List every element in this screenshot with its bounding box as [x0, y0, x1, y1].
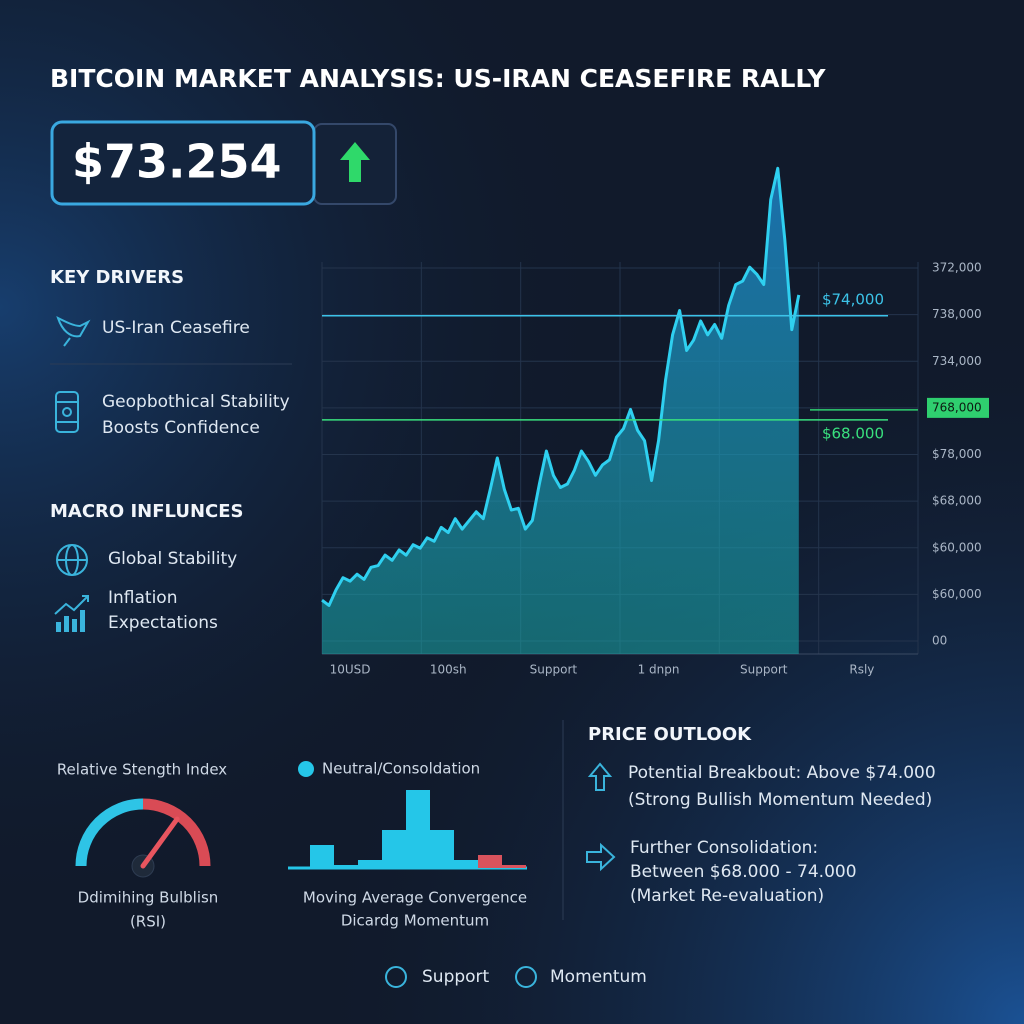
bar [502, 865, 526, 868]
reference-label: $74,000 [822, 290, 884, 308]
x-tick-label: Rsly [849, 663, 874, 677]
x-tick-label: 10USD [330, 663, 371, 677]
outlook: Between $68.000 - 74.000 [630, 862, 857, 882]
influence: Global Stability [108, 549, 237, 569]
reference-label: $68.000 [822, 424, 884, 442]
y-axis-label: 372,000 [932, 261, 982, 275]
line [321, 166, 801, 607]
macd-chart: Neutral/Consoldation Moving Average Conv… [288, 760, 527, 930]
dove-icon [56, 316, 91, 347]
influence: Expectations [108, 613, 218, 633]
legend-dot [298, 761, 314, 777]
right-icon [586, 842, 616, 872]
x-tick-label: Support [740, 663, 788, 677]
y-axis-label: $60,000 [932, 587, 982, 601]
y-axis-label: 768,000 [932, 400, 982, 414]
highlight-box [927, 397, 989, 418]
y-axis-label: $78,000 [932, 447, 982, 461]
driver: Boosts Confidence [102, 418, 260, 438]
legend-icon [385, 966, 407, 988]
outlook: (Strong Bullish Momentum Needed) [628, 790, 932, 810]
outlook: (Market Re-evaluation) [630, 886, 824, 906]
bar [310, 845, 334, 868]
gauge-title: Relative Stength Index [57, 761, 227, 779]
title: BITCOIN MARKET ANALYSIS: US-IRAN CEASEFI… [50, 64, 826, 93]
price: $73.254 [72, 135, 282, 189]
globe-icon [56, 544, 88, 576]
bar [406, 790, 430, 868]
bar [478, 855, 502, 868]
area [322, 168, 799, 654]
bar [430, 830, 454, 868]
y-axis-label: 734,000 [932, 354, 982, 368]
x-tick-label: Support [530, 663, 578, 677]
heading: PRICE OUTLOOK [588, 724, 752, 745]
legend-label: Neutral/Consoldation [322, 760, 480, 778]
y-axis-label: $60,000 [932, 540, 982, 554]
heading: MACRO INFLUNCES [50, 501, 244, 522]
rsi-gauge: Relative Stength Index Ddimihing Bulblis… [57, 761, 227, 931]
x-tick-label: 1 dnpn [638, 663, 680, 677]
influence: Inflation [108, 588, 177, 608]
y-axis-label: 00 [932, 634, 947, 648]
outlook: Potential Breakbout: Above $74.000 [628, 763, 936, 783]
bar [454, 860, 478, 868]
y-axis-label: $68,000 [932, 494, 982, 508]
price-box [50, 120, 316, 206]
up-icon [587, 762, 613, 791]
growth-icon [54, 595, 89, 632]
legend-label: Support [422, 967, 490, 987]
macd-caption: Dicardg Momentum [341, 912, 489, 930]
bar [382, 830, 406, 868]
outlook: Further Consolidation: [630, 838, 818, 858]
legend-icon [515, 966, 537, 988]
gauge-arc [75, 798, 144, 867]
gauge-arc [142, 798, 211, 867]
gauge-needle [140, 816, 180, 869]
driver: Geopbothical Stability [102, 392, 290, 412]
heading: KEY DRIVERS [50, 267, 184, 288]
gauge-caption: Ddimihing Bulblisn [78, 889, 219, 907]
x-tick-label: 100sh [430, 663, 467, 677]
gauge-caption: (RSI) [130, 913, 166, 931]
bar [334, 865, 358, 868]
price-chart: 372,000 738,000 734,000 768,000 $78,000 $68,0… [321, 166, 989, 677]
up-arrow [340, 142, 370, 182]
macd-caption: Moving Average Convergence [303, 889, 527, 907]
y-axis-label: 738,000 [932, 307, 982, 321]
driver: US-Iran Ceasefire [102, 318, 250, 338]
bar [358, 860, 382, 868]
barrel-icon [55, 391, 79, 433]
legend-label: Momentum [550, 967, 647, 987]
